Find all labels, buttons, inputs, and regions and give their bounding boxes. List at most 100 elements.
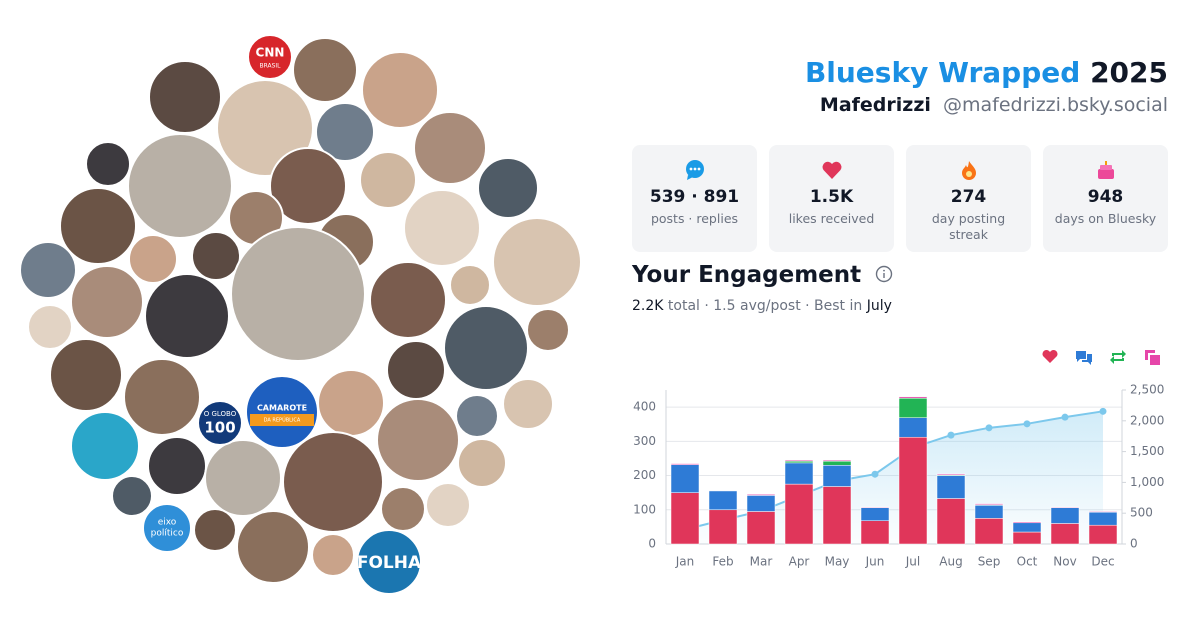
bar-segment [860, 506, 890, 508]
avatar[interactable] [311, 533, 355, 577]
avatar[interactable] [455, 394, 499, 438]
legend-item[interactable] [1076, 351, 1092, 365]
avatar[interactable] [359, 151, 417, 209]
avatar[interactable] [59, 187, 137, 265]
avatar[interactable] [449, 264, 491, 306]
avatar[interactable] [49, 338, 123, 412]
avatar[interactable] [193, 508, 237, 552]
avatar[interactable] [413, 111, 487, 185]
logo-text: 100 [204, 419, 235, 437]
bar-segment [974, 518, 1004, 545]
avatar[interactable] [376, 398, 460, 482]
logo-text: político [151, 529, 184, 539]
y2-tick-label: 1,000 [1130, 475, 1164, 489]
logo-text: CNN [256, 46, 285, 60]
bar-segment [898, 436, 928, 545]
bar-segment [1050, 506, 1080, 508]
x-tick-label: Sep [978, 555, 1001, 569]
avatar[interactable] [127, 133, 233, 239]
stat-card: 274 day posting streak [906, 145, 1031, 252]
avatar[interactable] [27, 304, 73, 350]
bar-segment [1088, 511, 1118, 526]
bar-segment [784, 460, 814, 464]
avatar[interactable] [123, 358, 201, 436]
avatar[interactable] [292, 37, 358, 103]
avatar[interactable] [197, 400, 243, 446]
avatar[interactable] [317, 369, 385, 437]
bar-segment [974, 505, 1004, 519]
bar-segment [822, 460, 852, 466]
avatar[interactable] [70, 411, 140, 481]
section-title: Your Engagement [632, 262, 893, 288]
avatar[interactable] [380, 486, 426, 532]
avatar[interactable] [502, 378, 554, 430]
cumulative-point [985, 424, 993, 432]
legend-icon[interactable] [1110, 350, 1126, 364]
avatar[interactable] [236, 510, 310, 584]
avatar[interactable] [147, 436, 207, 496]
x-tick-label: Aug [939, 555, 962, 569]
avatar[interactable] [204, 439, 282, 517]
bar-segment [1088, 524, 1118, 545]
avatar[interactable] [148, 60, 222, 134]
legend-icon[interactable] [1145, 350, 1160, 365]
logo-text: FOLHA [357, 553, 422, 573]
avatar[interactable] [492, 217, 582, 307]
avatar[interactable] [369, 261, 447, 339]
avatar[interactable] [425, 482, 471, 528]
avatar[interactable] [142, 503, 192, 553]
bar-segment [936, 473, 966, 476]
bar-segment [822, 486, 852, 545]
legend-icon[interactable] [1076, 351, 1092, 365]
logo-text: O GLOBO [204, 410, 237, 418]
legend-item[interactable] [1042, 349, 1058, 363]
bar-segment [670, 492, 700, 545]
avatar[interactable] [457, 438, 507, 488]
y-tick-label: 200 [633, 468, 656, 482]
total: 2.2K [632, 298, 664, 314]
avatar[interactable] [230, 226, 366, 362]
x-tick-label: Jan [675, 555, 695, 569]
avatar[interactable] [443, 305, 529, 391]
stat-icon [1097, 161, 1114, 179]
y2-tick-label: 0 [1130, 537, 1138, 551]
stat-icon [961, 161, 976, 180]
avatar[interactable] [477, 157, 539, 219]
avatar[interactable] [191, 231, 241, 281]
avatar[interactable] [19, 241, 77, 299]
avatar[interactable] [247, 34, 293, 80]
y2-tick-label: 500 [1130, 506, 1153, 520]
avatar[interactable] [282, 431, 384, 533]
bar-segment [708, 509, 738, 545]
avatar[interactable] [128, 234, 178, 284]
engagement-summary: 2.2K total · 1.5 avg/post · Best in July [632, 298, 892, 314]
bar-segment [822, 465, 852, 487]
avatar[interactable] [269, 147, 347, 225]
bar-segment [670, 464, 700, 493]
bar-segment [974, 503, 1004, 505]
cumulative-point [1099, 407, 1107, 415]
info-icon[interactable] [875, 265, 893, 283]
stat-label: posts · replies [650, 211, 739, 226]
avatar[interactable] [356, 529, 422, 595]
avatar[interactable] [245, 375, 319, 449]
cumulative-point [1023, 420, 1031, 428]
avatar[interactable] [111, 475, 153, 517]
avatar[interactable] [315, 102, 375, 162]
user-line: Mafedrizzi @mafedrizzi.bsky.social [820, 94, 1168, 116]
avatar[interactable] [144, 273, 230, 359]
x-tick-label: Feb [712, 555, 733, 569]
avatar[interactable] [70, 265, 144, 339]
avatar[interactable] [403, 189, 481, 267]
legend-icon[interactable] [1042, 349, 1058, 363]
logo-text: CAMAROTE [257, 404, 307, 413]
legend-item[interactable] [1110, 350, 1126, 364]
avatar[interactable] [361, 51, 439, 129]
x-tick-label: Oct [1017, 555, 1038, 569]
avatar[interactable] [526, 308, 570, 352]
avatar[interactable] [386, 340, 446, 400]
best-month: July [866, 298, 892, 314]
stat-value: 539 · 891 [649, 187, 740, 207]
legend-item[interactable] [1145, 350, 1160, 365]
avatar[interactable] [85, 141, 131, 187]
